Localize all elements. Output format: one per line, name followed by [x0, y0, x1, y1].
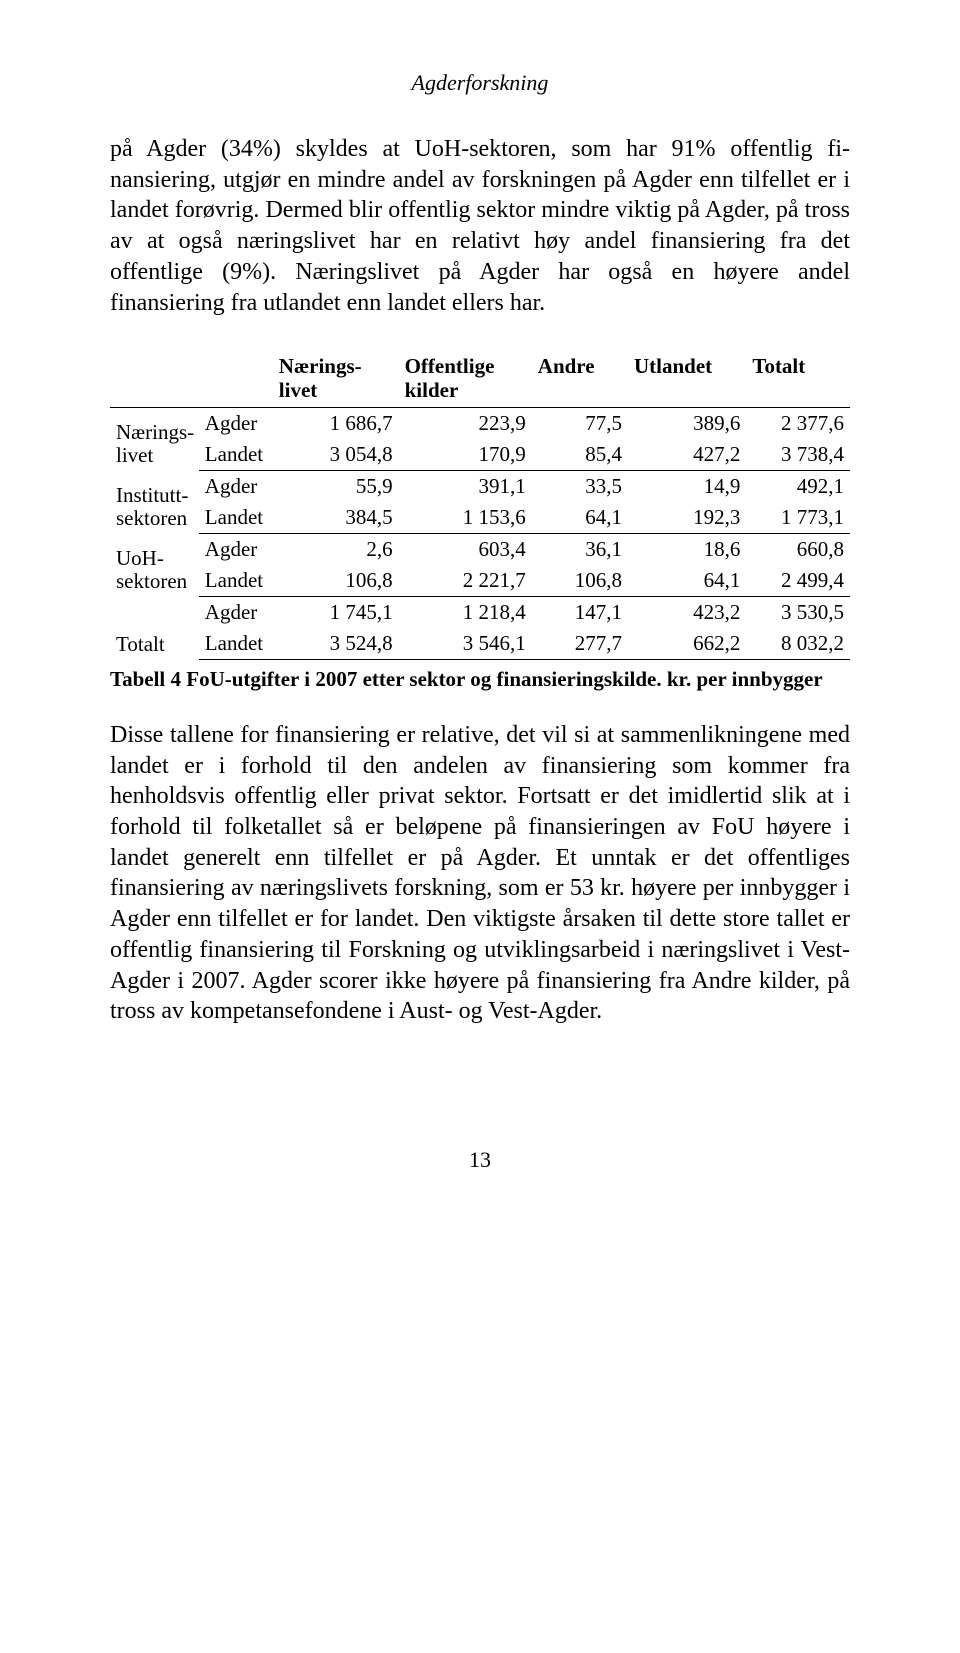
num-cell: 14,9	[628, 470, 746, 502]
header-spacer	[199, 352, 273, 407]
table-row: Landet 384,5 1 153,6 64,1 192,3 1 773,1	[110, 502, 850, 534]
num-cell: 662,2	[628, 628, 746, 660]
num-cell: 1 745,1	[273, 596, 399, 628]
num-cell: 2,6	[273, 533, 399, 565]
num-cell: 2 499,4	[746, 565, 850, 597]
num-cell: 8 032,2	[746, 628, 850, 660]
num-cell: 3 530,5	[746, 596, 850, 628]
table-header-row: Nærings- livet Offentlige kilder Andre U…	[110, 352, 850, 407]
num-cell: 423,2	[628, 596, 746, 628]
region-cell: Landet	[199, 439, 273, 471]
table-row: Totalt Agder 1 745,1 1 218,4 147,1 423,2…	[110, 596, 850, 628]
table-row: Landet 106,8 2 221,7 106,8 64,1 2 499,4	[110, 565, 850, 597]
num-cell: 1 218,4	[399, 596, 532, 628]
table-row: Nærings- livet Agder 1 686,7 223,9 77,5 …	[110, 407, 850, 439]
col-utlandet: Utlandet	[628, 352, 746, 407]
col-andre: Andre	[532, 352, 628, 407]
num-cell: 391,1	[399, 470, 532, 502]
num-cell: 64,1	[532, 502, 628, 534]
num-cell: 603,4	[399, 533, 532, 565]
region-cell: Landet	[199, 502, 273, 534]
table-row: Landet 3 054,8 170,9 85,4 427,2 3 738,4	[110, 439, 850, 471]
num-cell: 2 377,6	[746, 407, 850, 439]
num-cell: 427,2	[628, 439, 746, 471]
num-cell: 2 221,7	[399, 565, 532, 597]
num-cell: 18,6	[628, 533, 746, 565]
col-naeringslivet: Nærings- livet	[273, 352, 399, 407]
num-cell: 3 524,8	[273, 628, 399, 660]
num-cell: 85,4	[532, 439, 628, 471]
num-cell: 389,6	[628, 407, 746, 439]
table-row: Landet 3 524,8 3 546,1 277,7 662,2 8 032…	[110, 628, 850, 660]
page: Agderforskning på Agder (34%) skyldes at…	[0, 0, 960, 1233]
num-cell: 36,1	[532, 533, 628, 565]
region-cell: Agder	[199, 533, 273, 565]
table-row: UoH- sektoren Agder 2,6 603,4 36,1 18,6 …	[110, 533, 850, 565]
stub-naeringslivet: Nærings- livet	[110, 407, 199, 470]
num-cell: 147,1	[532, 596, 628, 628]
num-cell: 223,9	[399, 407, 532, 439]
region-cell: Agder	[199, 596, 273, 628]
page-number: 13	[110, 1147, 850, 1173]
paragraph-1: på Agder (34%) skyldes at UoH-sektoren, …	[110, 134, 850, 318]
col-totalt: Totalt	[746, 352, 850, 407]
num-cell: 3 546,1	[399, 628, 532, 660]
num-cell: 1 773,1	[746, 502, 850, 534]
running-head: Agderforskning	[110, 70, 850, 96]
region-cell: Agder	[199, 470, 273, 502]
region-cell: Landet	[199, 565, 273, 597]
num-cell: 106,8	[273, 565, 399, 597]
col-offentlige-kilder: Offentlige kilder	[399, 352, 532, 407]
num-cell: 33,5	[532, 470, 628, 502]
paragraph-2: Disse tallene for finansiering er relati…	[110, 720, 850, 1027]
num-cell: 384,5	[273, 502, 399, 534]
num-cell: 1 153,6	[399, 502, 532, 534]
region-cell: Agder	[199, 407, 273, 439]
num-cell: 55,9	[273, 470, 399, 502]
stub-instituttsektoren: Institutt- sektoren	[110, 470, 199, 533]
header-spacer	[110, 352, 199, 407]
num-cell: 3 738,4	[746, 439, 850, 471]
num-cell: 77,5	[532, 407, 628, 439]
num-cell: 277,7	[532, 628, 628, 660]
table-row: Institutt- sektoren Agder 55,9 391,1 33,…	[110, 470, 850, 502]
num-cell: 492,1	[746, 470, 850, 502]
num-cell: 64,1	[628, 565, 746, 597]
num-cell: 660,8	[746, 533, 850, 565]
fou-table: Nærings- livet Offentlige kilder Andre U…	[110, 352, 850, 659]
num-cell: 3 054,8	[273, 439, 399, 471]
num-cell: 192,3	[628, 502, 746, 534]
stub-totalt: Totalt	[110, 596, 199, 659]
region-cell: Landet	[199, 628, 273, 660]
stub-uoh-sektoren: UoH- sektoren	[110, 533, 199, 596]
table-caption: Tabell 4 FoU-utgifter i 2007 etter sekto…	[110, 666, 850, 692]
num-cell: 106,8	[532, 565, 628, 597]
num-cell: 170,9	[399, 439, 532, 471]
num-cell: 1 686,7	[273, 407, 399, 439]
